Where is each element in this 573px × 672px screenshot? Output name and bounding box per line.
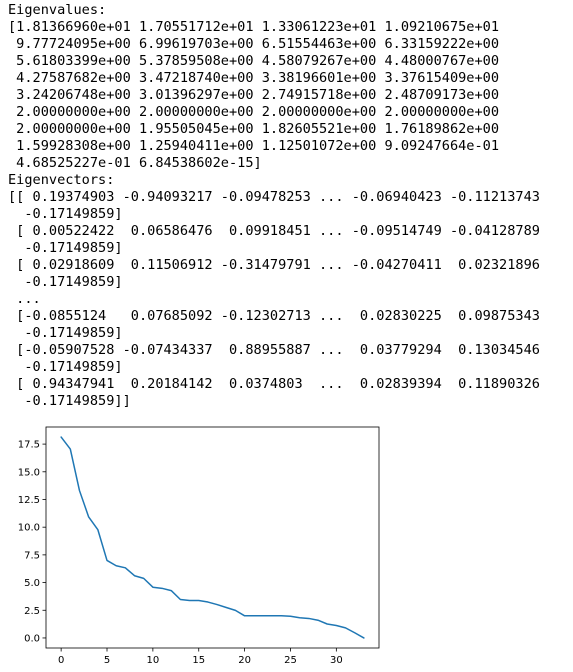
output-line: 3.24206748e+00 3.01396297e+00 2.74915718… xyxy=(8,87,500,103)
axes-frame xyxy=(45,426,380,649)
eigenvalue-series-line xyxy=(60,436,365,639)
output-line: -0.17149859]] xyxy=(8,393,131,409)
x-tick-label: 25 xyxy=(284,655,297,666)
y-tick-label: 17.5 xyxy=(18,440,40,451)
output-line: 9.77724095e+00 6.99619703e+00 6.51554463… xyxy=(8,36,500,52)
x-tick-label: 5 xyxy=(104,655,110,666)
output-line: Eigenvectors: xyxy=(8,172,115,188)
x-tick-label: 15 xyxy=(192,655,205,666)
output-line: [1.81366960e+01 1.70551712e+01 1.3306122… xyxy=(8,19,500,35)
output-line: [ 0.00522422 0.06586476 0.09918451 ... -… xyxy=(8,223,540,239)
y-tick-label: 2.5 xyxy=(24,606,40,617)
y-tick-label: 15.0 xyxy=(18,467,40,478)
output-line: -0.17149859] xyxy=(8,206,123,222)
output-line: [[ 0.19374903 -0.94093217 -0.09478253 ..… xyxy=(8,189,540,205)
y-tick-label: 0.0 xyxy=(24,633,40,644)
axis-ticks: 0 5 10 15 20 25 30 0.0 2.5 5.0 7.5 10.0 12.5 15.0 17.5 xyxy=(18,440,343,666)
y-tick-label: 12.5 xyxy=(18,495,40,506)
output-line: -0.17149859] xyxy=(8,359,123,375)
output-line: 1.59928308e+00 1.25940411e+00 1.12501072… xyxy=(8,138,500,154)
y-tick-label: 7.5 xyxy=(24,550,40,561)
eigenvalue-line-chart: 0 5 10 15 20 25 30 0.0 2.5 5.0 7.5 10.0 12.5 15.0 17.5 xyxy=(18,426,380,666)
output-line: 2.00000000e+00 1.95505045e+00 1.82605521… xyxy=(8,121,500,137)
output-line: [ 0.02918609 0.11506912 -0.31479791 ... … xyxy=(8,257,540,273)
output-line: -0.17149859] xyxy=(8,274,123,290)
output-line: 5.61803399e+00 5.37859508e+00 4.58079267… xyxy=(8,53,500,69)
output-line: Eigenvalues: xyxy=(8,2,107,18)
output-line: [-0.0855124 0.07685092 -0.12302713 ... 0… xyxy=(8,308,540,324)
output-line: -0.17149859] xyxy=(8,325,123,341)
x-tick-label: 10 xyxy=(147,655,160,666)
output-line: 2.00000000e+00 2.00000000e+00 2.00000000… xyxy=(8,104,500,120)
x-tick-label: 0 xyxy=(58,655,64,666)
x-tick-label: 30 xyxy=(330,655,343,666)
output-line: ... xyxy=(8,291,41,307)
output-line: 4.27587682e+00 3.47218740e+00 3.38196601… xyxy=(8,70,500,86)
x-tick-label: 20 xyxy=(238,655,251,666)
output-line: [-0.05907528 -0.07434337 0.88955887 ... … xyxy=(8,342,540,358)
output-line: 4.68525227e-01 6.84538602e-15] xyxy=(8,155,262,171)
cell-output-text: Eigenvalues: [1.81366960e+01 1.70551712e+… xyxy=(8,2,540,410)
output-line: -0.17149859] xyxy=(8,240,123,256)
y-tick-label: 5.0 xyxy=(24,578,40,589)
y-tick-label: 10.0 xyxy=(18,523,40,534)
output-line: [ 0.94347941 0.20184142 0.0374803 ... 0.… xyxy=(8,376,540,392)
